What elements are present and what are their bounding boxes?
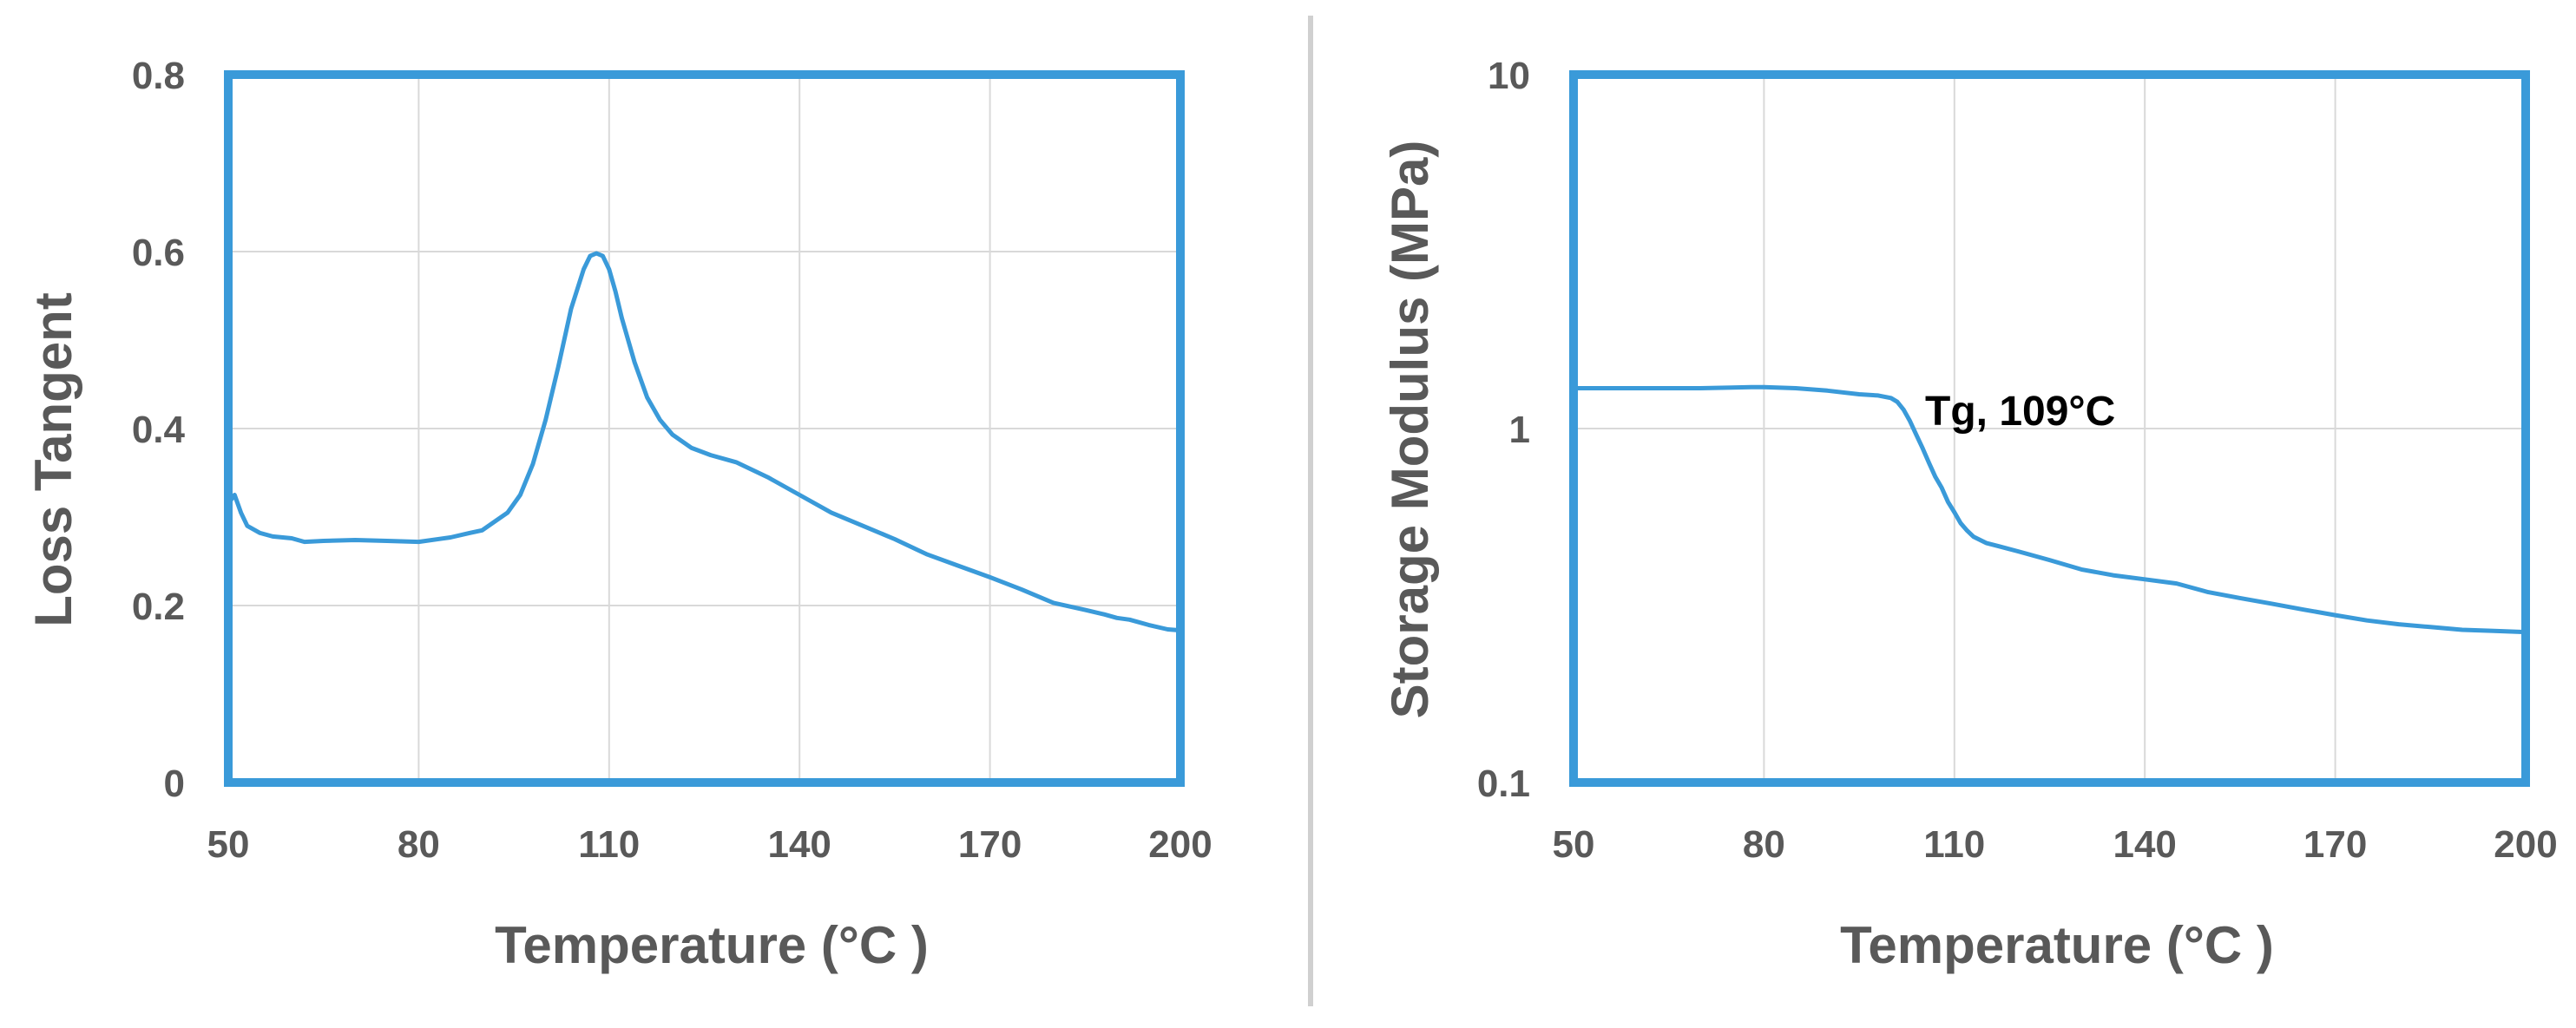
grid-lines — [227, 74, 1181, 783]
x-tick-label: 140 — [2113, 823, 2176, 866]
tg-annotation: Tg, 109°C — [1925, 389, 2115, 435]
y-tick-label: 0.6 — [132, 232, 185, 274]
y-tick-label: 0 — [164, 763, 185, 805]
x-tick-label: 50 — [207, 823, 250, 866]
x-tick-label: 80 — [1743, 823, 1785, 866]
plot-frame — [224, 70, 1185, 787]
y-axis-title: Storage Modulus (MPa) — [1381, 141, 1439, 719]
y-axis-title: Loss Tangent — [24, 292, 82, 627]
loss-tangent-series-line — [226, 251, 1183, 633]
loss-tangent-chart: 50 80 110 140 170 200 0 0.2 0.4 0.6 0.8 Temperatur… — [24, 55, 1212, 974]
y-tick-label: 0.8 — [132, 55, 185, 97]
x-tick-label: 200 — [1148, 823, 1212, 866]
y-tick-label: 1 — [1509, 409, 1530, 451]
y-tick-label: 0.4 — [132, 409, 186, 451]
x-axis-title: Temperature (°C ) — [1840, 916, 2274, 974]
x-tick-label: 50 — [1553, 823, 1595, 866]
x-tick-label: 170 — [2303, 823, 2367, 866]
y-tick-label: 0.2 — [132, 586, 185, 628]
y-tick-label: 10 — [1488, 55, 1530, 97]
storage-modulus-series-line — [1571, 384, 2528, 635]
x-tick-label: 200 — [2494, 823, 2557, 866]
x-tick-label: 110 — [1923, 823, 1985, 866]
x-tick-label: 110 — [578, 823, 640, 866]
x-axis-title: Temperature (°C ) — [495, 916, 929, 974]
y-tick-label: 0.1 — [1477, 763, 1530, 805]
plot-frame — [1569, 70, 2530, 787]
x-tick-label: 140 — [767, 823, 831, 866]
x-tick-label: 80 — [398, 823, 440, 866]
x-tick-label: 170 — [958, 823, 1022, 866]
tick-labels: 50 80 110 140 170 200 0 0.2 0.4 0.6 0.8 — [132, 55, 1212, 866]
